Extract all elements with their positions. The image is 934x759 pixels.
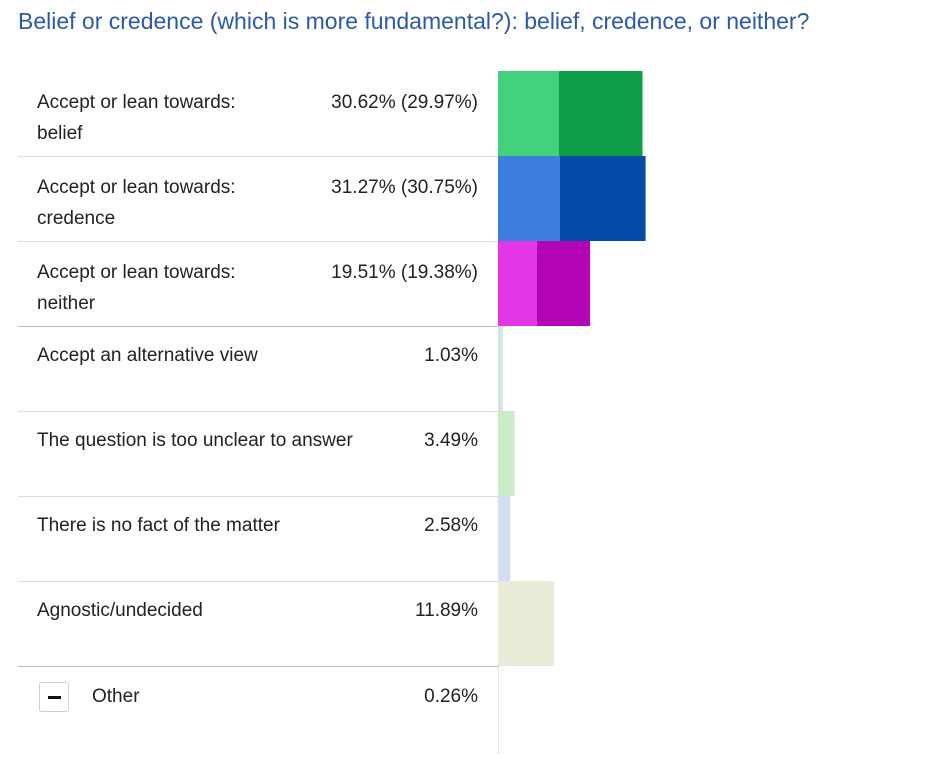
row-label: The question is too unclear to answer <box>37 430 353 451</box>
row-label: Accept or lean towards: belief <box>37 92 236 144</box>
row-value: 0.26% <box>424 686 478 707</box>
table-row: Accept or lean towards: neither 19.51% (… <box>18 241 498 327</box>
bar <box>498 326 503 411</box>
table-row: Agnostic/undecided 11.89% <box>18 581 498 667</box>
bar <box>498 496 511 581</box>
row-label: There is no fact of the matter <box>37 515 280 536</box>
bar-segment-dark <box>560 156 646 241</box>
table-row: Accept or lean towards: belief 30.62% (2… <box>18 71 498 157</box>
row-value: 31.27% (30.75%) <box>331 177 478 198</box>
row-label: Accept an alternative view <box>37 345 258 366</box>
collapse-toggle-button[interactable] <box>39 682 69 712</box>
bar <box>498 667 500 752</box>
row-value: 3.49% <box>424 430 478 451</box>
bar-segment-light <box>498 156 560 241</box>
row-value: 30.62% (29.97%) <box>331 92 478 113</box>
row-label: Accept or lean towards: credence <box>37 177 236 229</box>
row-label: Accept or lean towards: neither <box>37 262 236 314</box>
table-row: Accept an alternative view 1.03% <box>18 326 498 412</box>
row-label: Agnostic/undecided <box>37 600 203 621</box>
bar <box>498 411 515 496</box>
bar-segment-dark <box>558 71 643 156</box>
row-value: 2.58% <box>424 515 478 536</box>
bar-segment-light <box>498 241 537 326</box>
table-row: Accept or lean towards: credence 31.27% … <box>18 156 498 242</box>
table-row: There is no fact of the matter 2.58% <box>18 496 498 582</box>
row-value: 1.03% <box>424 345 478 366</box>
table-row: The question is too unclear to answer 3.… <box>18 411 498 497</box>
bar-segment-dark <box>536 241 591 326</box>
bar-segment-light <box>498 71 559 156</box>
chart-title: Belief or credence (which is more fundam… <box>18 8 810 34</box>
bar <box>498 581 555 666</box>
row-value: 19.51% (19.38%) <box>331 262 478 283</box>
row-value: 11.89% <box>414 600 478 621</box>
row-label: Other <box>92 686 140 707</box>
table-row: Other 0.26% <box>18 667 498 752</box>
